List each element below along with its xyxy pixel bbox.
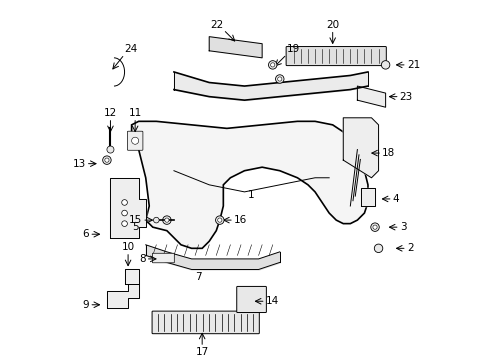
Text: 23: 23 bbox=[399, 92, 412, 102]
Text: 19: 19 bbox=[286, 44, 300, 54]
Circle shape bbox=[122, 210, 127, 216]
Circle shape bbox=[275, 75, 284, 83]
Circle shape bbox=[131, 137, 139, 144]
FancyBboxPatch shape bbox=[152, 253, 174, 263]
Circle shape bbox=[217, 218, 222, 222]
Circle shape bbox=[163, 216, 171, 224]
Text: 3: 3 bbox=[399, 222, 406, 232]
Circle shape bbox=[164, 218, 169, 222]
Text: 14: 14 bbox=[265, 296, 278, 306]
FancyBboxPatch shape bbox=[127, 131, 142, 150]
Text: 15: 15 bbox=[129, 215, 142, 225]
Text: 10: 10 bbox=[122, 242, 134, 252]
PathPatch shape bbox=[131, 121, 367, 248]
Text: 6: 6 bbox=[82, 229, 89, 239]
Text: 4: 4 bbox=[392, 194, 399, 204]
Polygon shape bbox=[124, 270, 139, 284]
Circle shape bbox=[104, 158, 109, 162]
Circle shape bbox=[215, 216, 224, 224]
Text: 1: 1 bbox=[248, 190, 254, 201]
Circle shape bbox=[270, 63, 274, 67]
Polygon shape bbox=[209, 37, 262, 58]
Text: 2: 2 bbox=[406, 243, 412, 253]
Circle shape bbox=[102, 156, 111, 165]
Circle shape bbox=[373, 244, 382, 253]
FancyBboxPatch shape bbox=[236, 287, 266, 312]
Text: 11: 11 bbox=[128, 108, 142, 118]
Circle shape bbox=[372, 225, 376, 229]
Text: 18: 18 bbox=[381, 148, 394, 158]
Circle shape bbox=[370, 223, 379, 231]
Text: 24: 24 bbox=[124, 44, 138, 54]
Text: 21: 21 bbox=[406, 60, 419, 70]
Polygon shape bbox=[360, 188, 374, 206]
Polygon shape bbox=[343, 118, 378, 178]
Text: 5: 5 bbox=[132, 222, 138, 232]
Text: 7: 7 bbox=[195, 271, 202, 282]
Text: 22: 22 bbox=[210, 19, 223, 30]
FancyBboxPatch shape bbox=[285, 46, 386, 66]
Polygon shape bbox=[107, 284, 139, 308]
Text: 20: 20 bbox=[325, 19, 339, 30]
Circle shape bbox=[268, 60, 276, 69]
FancyBboxPatch shape bbox=[152, 311, 259, 334]
Circle shape bbox=[122, 221, 127, 226]
Text: 17: 17 bbox=[195, 347, 208, 357]
Text: 13: 13 bbox=[72, 159, 85, 169]
Circle shape bbox=[381, 60, 389, 69]
Circle shape bbox=[122, 200, 127, 205]
Circle shape bbox=[153, 217, 159, 223]
Text: 12: 12 bbox=[103, 108, 117, 118]
Polygon shape bbox=[357, 86, 385, 107]
Polygon shape bbox=[110, 178, 145, 238]
Circle shape bbox=[277, 77, 281, 81]
Text: 16: 16 bbox=[233, 215, 246, 225]
Text: 8: 8 bbox=[139, 254, 145, 264]
Text: 9: 9 bbox=[82, 300, 89, 310]
Circle shape bbox=[107, 146, 114, 153]
